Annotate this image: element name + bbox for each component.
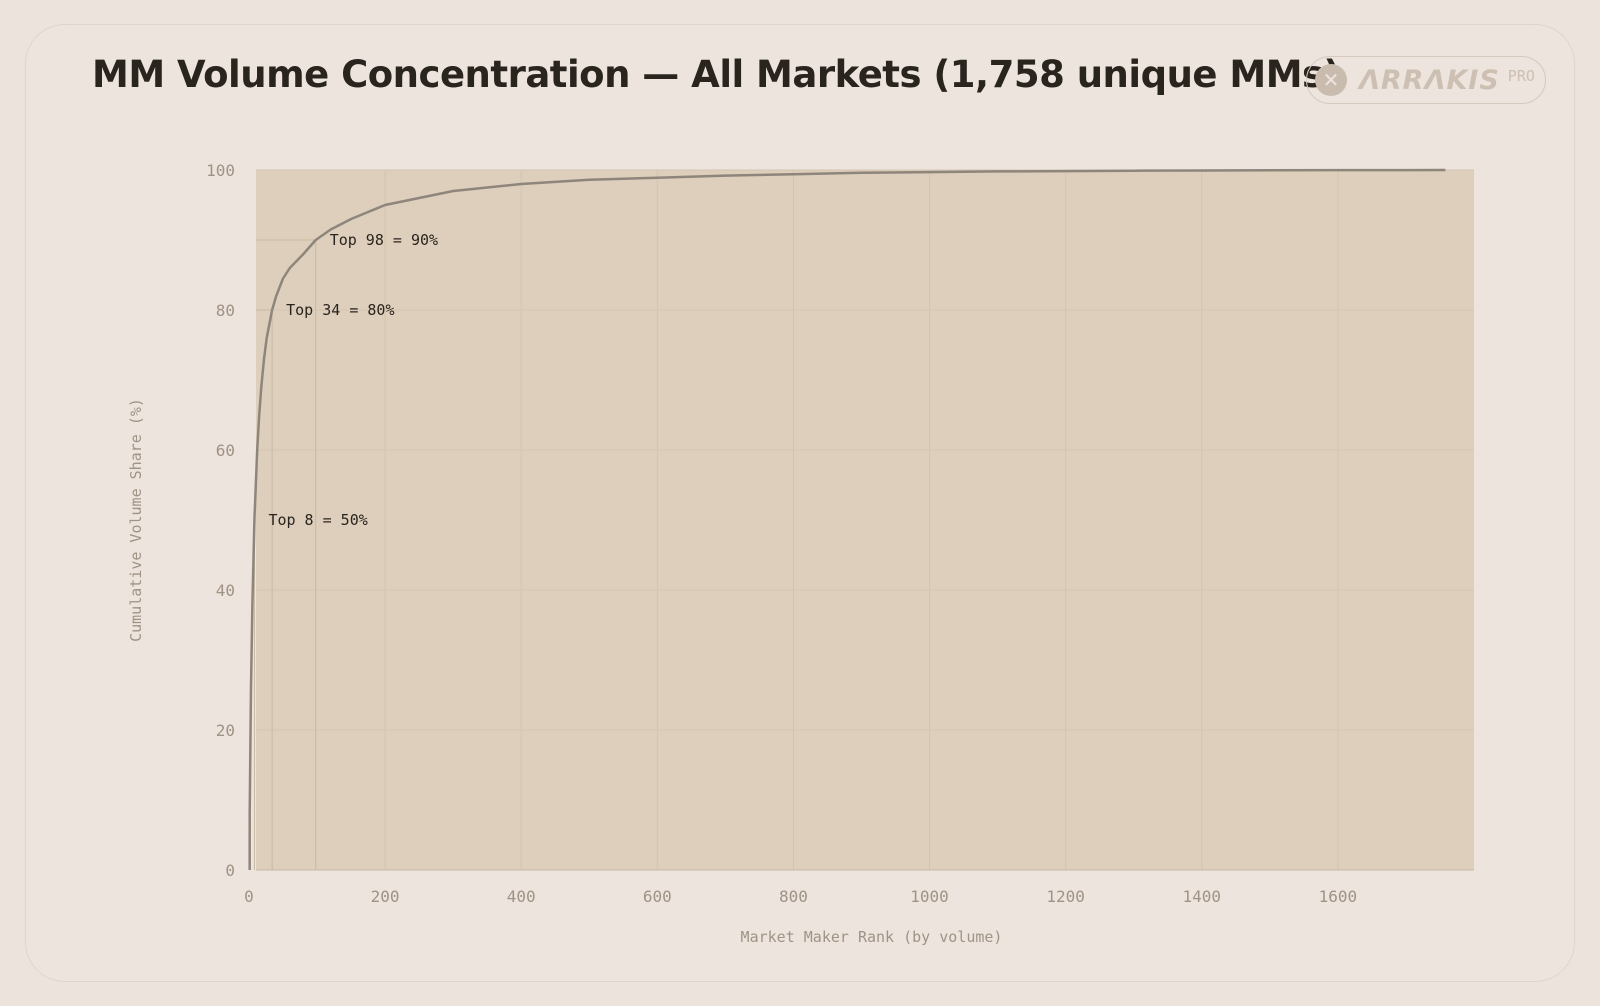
annotations: Top 8 = 50% Top 34 = 80% Top 98 = 90% bbox=[268, 231, 438, 529]
x-circle-icon: ✕ bbox=[1315, 64, 1347, 96]
x-tick-label: 200 bbox=[371, 887, 400, 906]
brand-name: ΛRRΛKIS bbox=[1359, 64, 1500, 96]
x-tick-label: 0 bbox=[244, 887, 254, 906]
x-axis-label: Market Maker Rank (by volume) bbox=[741, 928, 1003, 946]
y-tick-label: 60 bbox=[216, 441, 235, 460]
brand-badge: PRO bbox=[1507, 67, 1535, 85]
annotation-label: Top 98 = 90% bbox=[330, 231, 438, 249]
y-tick-label: 20 bbox=[216, 721, 235, 740]
chart-grid bbox=[256, 169, 1474, 871]
x-tick-label: 600 bbox=[643, 887, 672, 906]
y-tick-label: 80 bbox=[216, 301, 235, 320]
cumulative-line bbox=[248, 168, 1446, 871]
y-axis-label: Cumulative Volume Share (%) bbox=[127, 398, 145, 642]
y-axis-ticks: 0 20 40 60 80 100 bbox=[206, 161, 235, 880]
y-tick-label: 0 bbox=[225, 861, 235, 880]
annotation-label: Top 8 = 50% bbox=[268, 511, 367, 529]
y-tick-label: 100 bbox=[206, 161, 235, 180]
threshold-guides bbox=[253, 239, 317, 870]
x-tick-label: 1200 bbox=[1046, 887, 1085, 906]
brand-logo[interactable]: ✕ ΛRRΛKIS PRO bbox=[1306, 56, 1546, 104]
y-tick-label: 40 bbox=[216, 581, 235, 600]
x-tick-label: 800 bbox=[779, 887, 808, 906]
chart-title: MM Volume Concentration — All Markets (1… bbox=[92, 53, 1340, 96]
x-tick-label: 400 bbox=[507, 887, 536, 906]
annotation-label: Top 34 = 80% bbox=[286, 301, 394, 319]
x-tick-label: 1400 bbox=[1183, 887, 1222, 906]
x-tick-label: 1600 bbox=[1319, 887, 1358, 906]
x-tick-label: 1000 bbox=[910, 887, 949, 906]
x-axis-ticks: 0 200 400 600 800 1000 1200 1400 1600 bbox=[244, 887, 1357, 906]
plot-region bbox=[256, 170, 1474, 870]
